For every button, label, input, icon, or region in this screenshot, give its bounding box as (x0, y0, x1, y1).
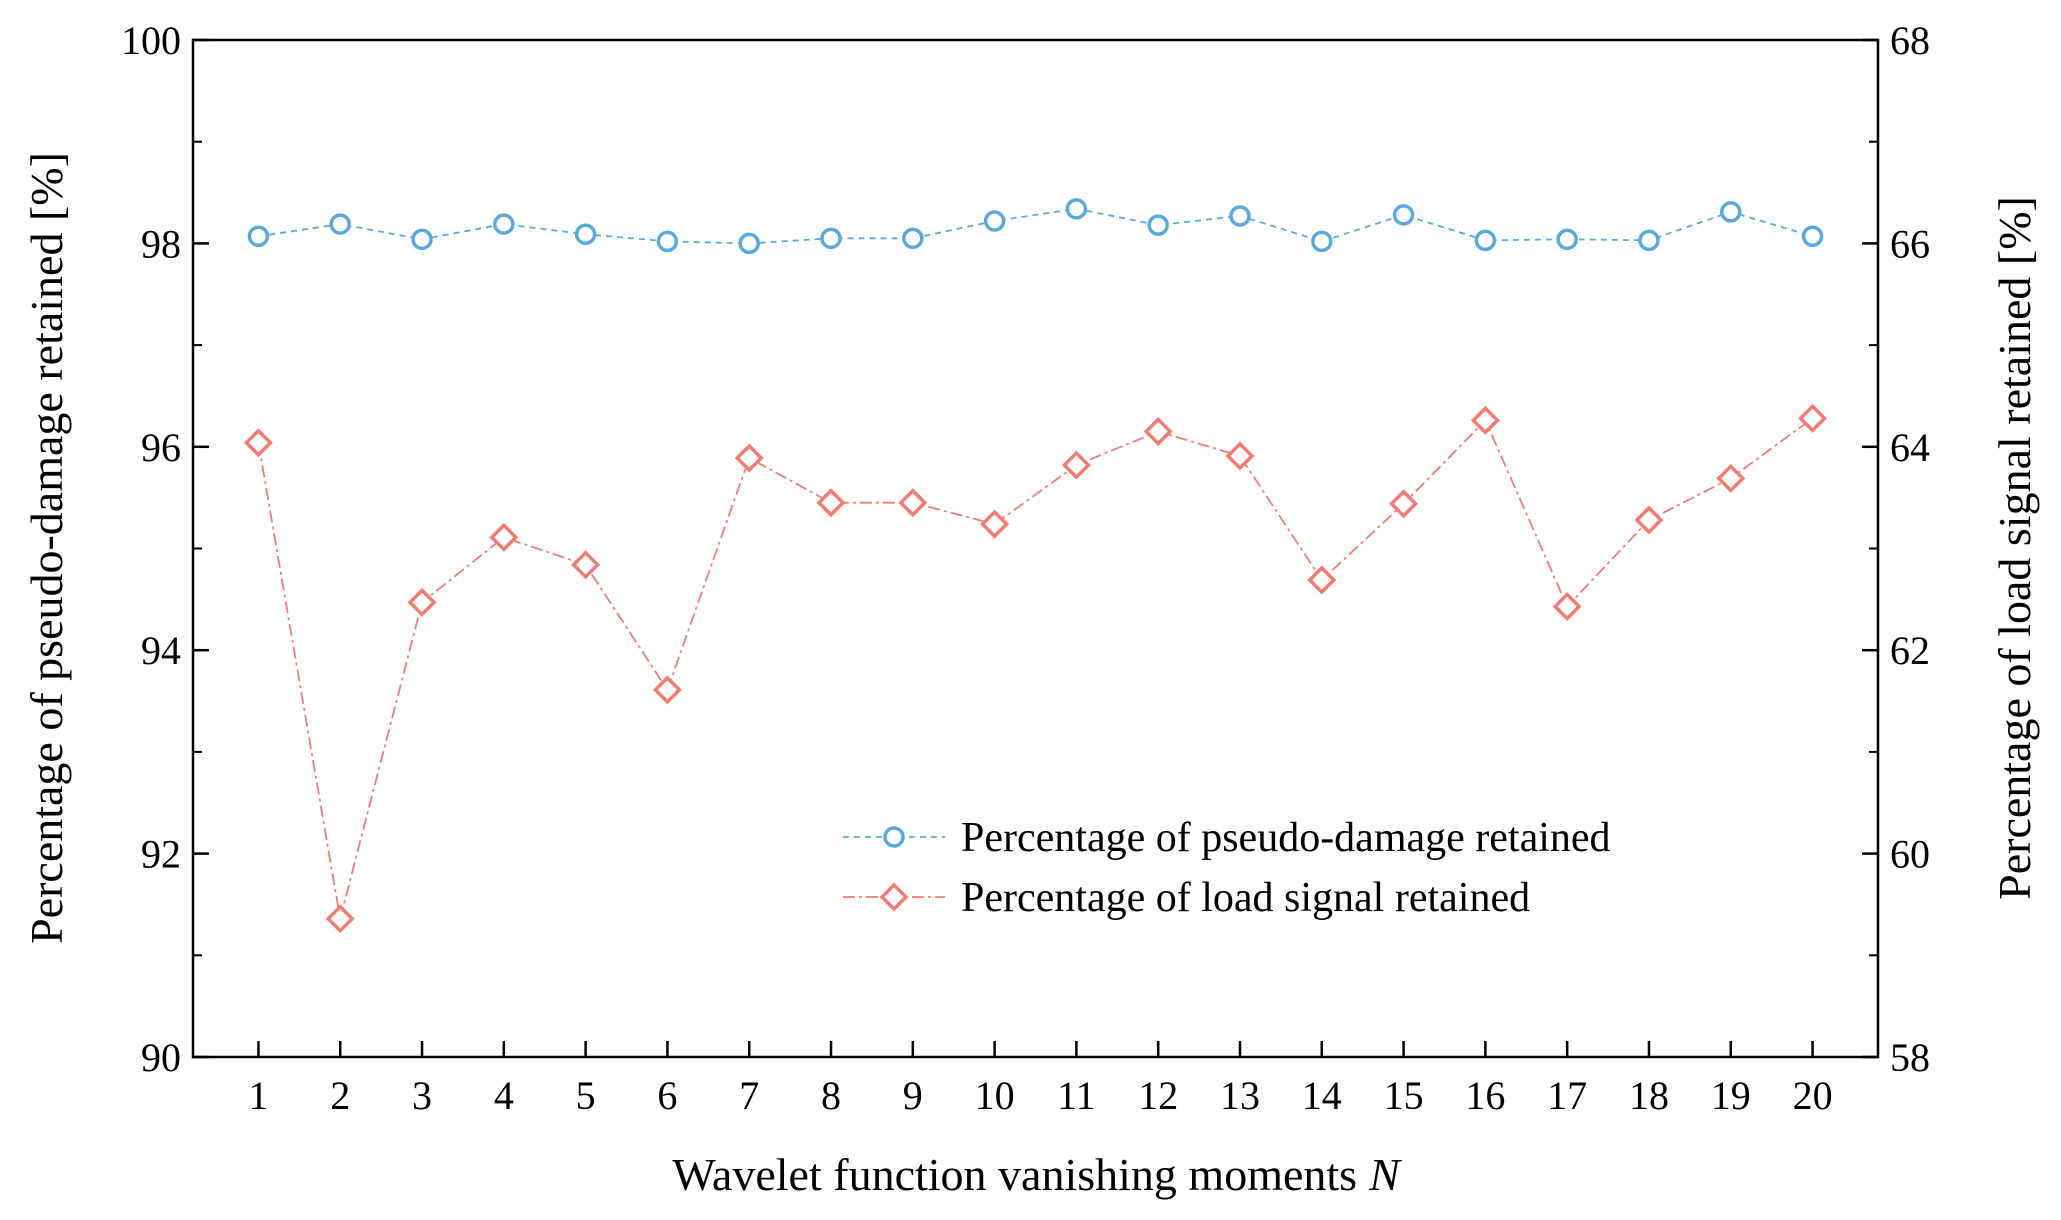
data-point-pseudo-damage (493, 213, 515, 235)
data-point-pseudo-damage (247, 225, 270, 248)
x-tick-label: 1 (248, 1073, 268, 1118)
series-layer (243, 198, 1828, 934)
y-left-tick-label: 98 (141, 221, 181, 266)
data-point-pseudo-damage (902, 227, 924, 250)
data-point-load-signal (652, 675, 682, 705)
x-tick-label: 10 (975, 1073, 1015, 1118)
data-point-pseudo-damage (1638, 229, 1660, 252)
x-axis: 1 2 3 4 5 6 7 8 9 10 11 12 13 14 15 16 17 18 19 20 (248, 1041, 1833, 1118)
data-point-pseudo-damage (820, 227, 842, 250)
data-point-pseudo-damage (1474, 229, 1497, 252)
data-point-load-signal (1307, 565, 1337, 595)
x-tick-label: 16 (1465, 1073, 1505, 1118)
legend-marker-diamond (879, 882, 909, 912)
data-point-pseudo-damage (411, 228, 433, 251)
data-point-load-signal (243, 428, 273, 458)
x-tick-label: 11 (1057, 1073, 1096, 1118)
data-point-load-signal (325, 904, 355, 934)
x-tick-label: 14 (1302, 1073, 1342, 1118)
data-point-pseudo-damage (656, 230, 679, 253)
y-right-tick-label: 68 (1890, 18, 1930, 63)
x-axis-title: Wavelet function vanishing moments N (672, 1149, 1402, 1200)
data-point-load-signal (1225, 441, 1255, 471)
data-point-load-signal (1716, 463, 1746, 493)
x-tick-label: 12 (1138, 1073, 1178, 1118)
data-point-pseudo-damage (1311, 230, 1333, 253)
data-point-load-signal (1634, 505, 1664, 535)
data-point-pseudo-damage (1556, 228, 1578, 251)
y-left-tick-label: 96 (141, 425, 181, 470)
x-tick-label: 6 (657, 1073, 677, 1118)
series-line-load-signal (257, 417, 1814, 919)
x-tick-label: 4 (494, 1073, 514, 1118)
y-right-tick-label: 60 (1890, 832, 1930, 877)
x-tick-label: 3 (412, 1073, 432, 1118)
data-point-load-signal (407, 587, 437, 617)
x-tick-label: 18 (1629, 1073, 1669, 1118)
x-tick-label: 20 (1793, 1073, 1833, 1118)
data-point-load-signal (1143, 417, 1173, 447)
data-point-load-signal (1798, 403, 1828, 433)
data-point-load-signal (980, 509, 1010, 539)
x-tick-label: 5 (576, 1073, 596, 1118)
data-point-pseudo-damage (1720, 201, 1742, 223)
data-point-pseudo-damage (574, 223, 597, 245)
data-point-load-signal (1552, 591, 1582, 621)
x-tick-label: 19 (1711, 1073, 1751, 1118)
data-point-load-signal (1389, 489, 1419, 519)
y-left-tick-label: 100 (121, 18, 181, 63)
y-axis-left-title: Percentage of pseudo-damage retained [%] (21, 152, 72, 944)
y-left-tick-label: 90 (141, 1035, 181, 1080)
data-point-pseudo-damage (1392, 204, 1415, 226)
legend-label-load-signal: Percentage of load signal retained (961, 875, 1530, 921)
y-axis-right-title: Percentage of load signal retained [%] (1989, 196, 2040, 900)
x-axis-title-text: Wavelet function vanishing moments (672, 1149, 1357, 1200)
legend: Percentage of pseudo-damage retained Per… (843, 815, 1611, 921)
x-tick-label: 15 (1384, 1073, 1424, 1118)
x-tick-label: 7 (739, 1073, 759, 1118)
y-right-tick-label: 64 (1890, 425, 1930, 470)
data-point-pseudo-damage (1065, 198, 1088, 220)
x-tick-label: 2 (330, 1073, 350, 1118)
data-point-load-signal (489, 522, 519, 552)
y-right-tick-label: 62 (1890, 628, 1930, 673)
data-point-pseudo-damage (983, 210, 1006, 232)
data-point-pseudo-damage (1801, 225, 1824, 248)
x-tick-label: 17 (1547, 1073, 1587, 1118)
x-tick-label: 9 (903, 1073, 923, 1118)
data-point-load-signal (816, 488, 846, 518)
data-point-pseudo-damage (738, 232, 760, 255)
y-left-tick-label: 94 (141, 628, 181, 673)
y-right-tick-label: 66 (1890, 221, 1930, 266)
data-point-load-signal (571, 550, 601, 580)
y-right-tick-label: 58 (1890, 1035, 1930, 1080)
y-left-tick-label: 92 (141, 832, 181, 877)
right-axis: 58 60 62 64 66 68 (1862, 18, 1930, 1080)
legend-label-pseudo-damage: Percentage of pseudo-damage retained (961, 815, 1611, 861)
data-point-load-signal (1061, 450, 1091, 480)
legend-marker-circle (883, 826, 905, 848)
x-axis-title-var: N (1368, 1149, 1402, 1200)
data-point-load-signal (898, 488, 928, 518)
x-tick-label: 8 (821, 1073, 841, 1118)
data-point-pseudo-damage (329, 213, 351, 235)
data-point-load-signal (1470, 405, 1500, 435)
data-point-pseudo-damage (1229, 205, 1251, 227)
x-tick-label: 13 (1220, 1073, 1260, 1118)
series-line-pseudo-damage (258, 207, 1813, 245)
data-point-load-signal (734, 443, 764, 473)
data-point-pseudo-damage (1147, 214, 1169, 236)
left-axis: 90 92 94 96 98 100 (121, 18, 209, 1080)
